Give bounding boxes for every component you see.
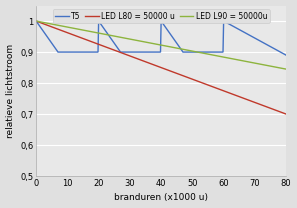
T5: [34, 20, 38, 22]
T5: [96, 51, 100, 53]
Legend: T5, LED L80 = 50000 u, LED L90 = 50000u: T5, LED L80 = 50000 u, LED L90 = 50000u: [53, 9, 270, 23]
T5: [222, 20, 225, 22]
T5: [159, 51, 162, 53]
T5: [97, 20, 100, 22]
T5: [181, 51, 185, 53]
T5: [159, 20, 163, 22]
T5: [159, 20, 163, 22]
T5: [221, 51, 225, 53]
T5: [181, 51, 185, 53]
X-axis label: branduren (x1000 u): branduren (x1000 u): [114, 193, 208, 202]
Line: T5: T5: [36, 21, 286, 55]
T5: [119, 51, 122, 53]
T5: [159, 51, 162, 53]
T5: [56, 51, 60, 53]
T5: [284, 54, 288, 56]
T5: [222, 20, 225, 22]
T5: [96, 51, 100, 53]
T5: [56, 51, 60, 53]
Y-axis label: relatieve lichtstroom: relatieve lichtstroom: [6, 44, 15, 138]
T5: [119, 51, 122, 53]
T5: [221, 51, 225, 53]
T5: [97, 20, 100, 22]
